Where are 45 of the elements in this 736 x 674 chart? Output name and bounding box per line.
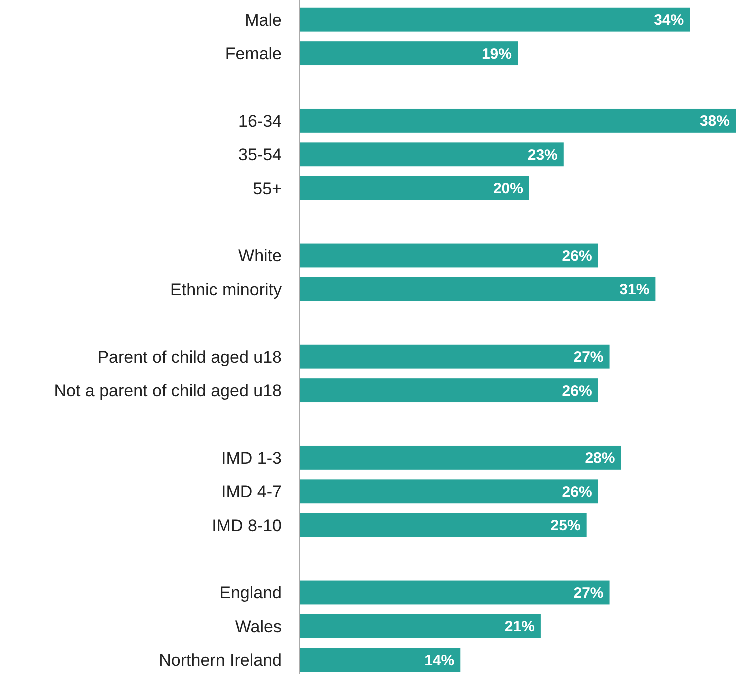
bar xyxy=(300,8,690,32)
bar xyxy=(300,648,461,672)
bar xyxy=(300,277,656,302)
bar xyxy=(300,176,530,200)
y-tick-label: 55+ xyxy=(253,179,282,198)
y-tick-label: IMD 4-7 xyxy=(222,482,282,502)
data-label: 23% xyxy=(528,146,558,164)
y-tick-label: England xyxy=(220,584,282,603)
data-label: 27% xyxy=(574,585,604,602)
bar xyxy=(300,42,518,66)
bar xyxy=(300,378,598,403)
bar xyxy=(300,108,736,133)
bar xyxy=(300,244,598,268)
bar xyxy=(300,480,598,504)
data-label: 28% xyxy=(585,450,616,468)
y-tick-label: Parent of child aged u18 xyxy=(98,348,282,367)
y-tick-label: White xyxy=(238,246,282,266)
bar xyxy=(300,142,564,167)
y-tick-label: IMD 1-3 xyxy=(222,448,282,468)
data-label: 26% xyxy=(562,484,592,501)
y-tick-label: IMD 8-10 xyxy=(212,516,282,536)
data-label: 31% xyxy=(620,282,650,299)
data-label: 14% xyxy=(424,652,455,670)
y-tick-label: Male xyxy=(245,10,282,30)
y-tick-label: 35-54 xyxy=(238,146,282,165)
y-tick-label: Ethnic minority xyxy=(170,280,282,300)
bar xyxy=(300,614,541,638)
data-label: 38% xyxy=(700,113,730,130)
data-label: 21% xyxy=(504,618,535,636)
bar xyxy=(300,446,622,470)
data-label: 25% xyxy=(550,518,581,535)
data-label: 26% xyxy=(562,382,592,400)
y-tick-label: Female xyxy=(225,44,282,64)
y-tick-label: Not a parent of child aged u18 xyxy=(54,382,282,400)
y-tick-label: Northern Ireland xyxy=(159,651,282,670)
data-label: 19% xyxy=(482,46,512,63)
data-label: 20% xyxy=(493,180,524,198)
bar xyxy=(300,580,610,605)
data-label: 26% xyxy=(562,248,592,265)
bar xyxy=(300,344,610,369)
data-label: 27% xyxy=(574,349,604,366)
bar xyxy=(300,513,587,538)
y-tick-label: Wales xyxy=(235,617,282,636)
data-label: 34% xyxy=(654,12,684,30)
y-tick-label: 16-34 xyxy=(238,112,282,131)
